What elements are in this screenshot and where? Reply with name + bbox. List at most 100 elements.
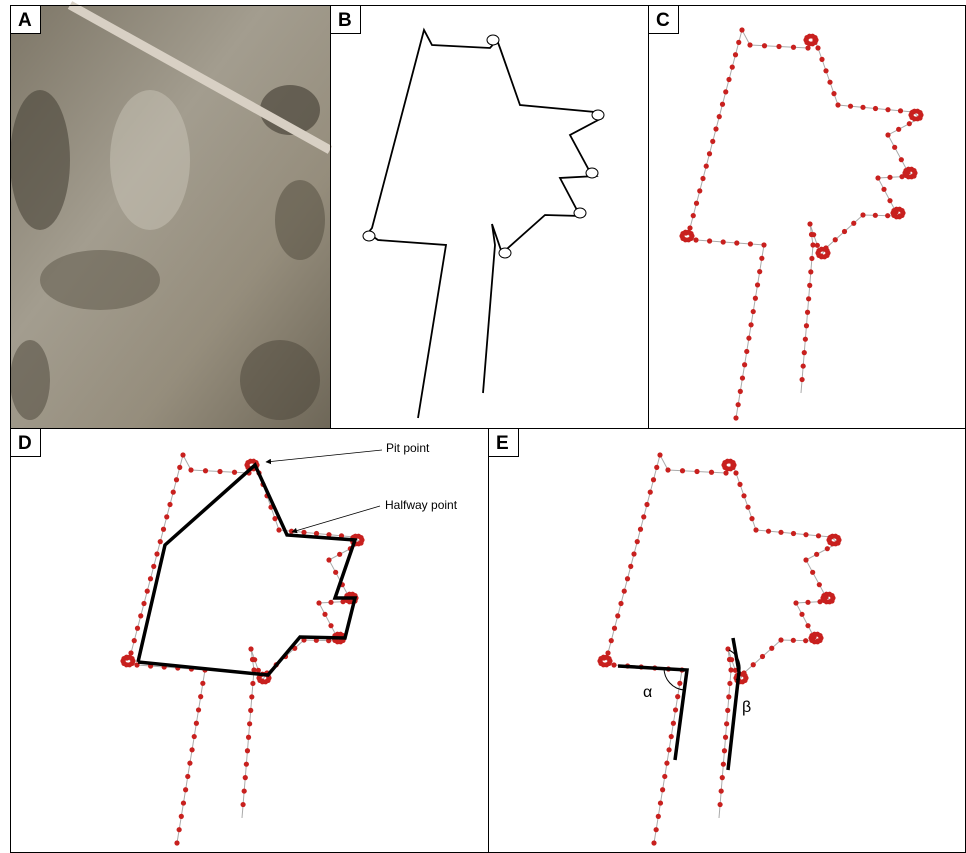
trace-point — [911, 168, 916, 173]
trace-point — [164, 514, 169, 519]
trace-point — [680, 468, 685, 473]
trace-point — [677, 681, 682, 686]
trace-point — [720, 102, 725, 107]
trace-point — [177, 827, 182, 832]
trace-point — [707, 238, 712, 243]
trace-point — [719, 788, 724, 793]
trace-point — [835, 102, 840, 107]
trace-point — [710, 139, 715, 144]
trace-point — [835, 535, 840, 540]
trace-point — [753, 527, 758, 532]
trace-point — [748, 322, 753, 327]
trace-point — [720, 775, 725, 780]
trace-point — [671, 721, 676, 726]
trace-point — [799, 377, 804, 382]
trace-point — [803, 532, 808, 537]
trace-point — [337, 552, 342, 557]
trace-point — [726, 77, 731, 82]
trace-point — [819, 57, 824, 62]
trace-point — [248, 646, 253, 651]
trace-point — [748, 241, 753, 246]
trace-point — [803, 337, 808, 342]
trace-point — [807, 283, 812, 288]
trace-point — [721, 239, 726, 244]
trace-point — [243, 775, 248, 780]
trace-point — [289, 529, 294, 534]
trace-point — [196, 707, 201, 712]
trace-point — [727, 657, 732, 662]
trace-point — [656, 814, 661, 819]
trace-point — [704, 164, 709, 169]
trace-point — [248, 708, 253, 713]
trace-point — [749, 516, 754, 521]
trace-point — [694, 201, 699, 206]
trace-point — [138, 613, 143, 618]
trace-point — [181, 800, 186, 805]
trace-point — [154, 551, 159, 556]
trace-point — [725, 708, 730, 713]
trace-point — [194, 721, 199, 726]
trace-point — [744, 349, 749, 354]
trace-point — [135, 626, 140, 631]
pit-circle — [499, 248, 511, 258]
trace-point — [723, 89, 728, 94]
trace-point — [730, 460, 735, 465]
trace-point — [892, 145, 897, 150]
trace-point — [240, 802, 245, 807]
trace-point — [899, 208, 904, 213]
trace-point — [635, 539, 640, 544]
trace-point — [829, 593, 834, 598]
trace-point — [817, 582, 822, 587]
trace-point — [793, 600, 798, 605]
trace-point — [799, 612, 804, 617]
trace-point — [778, 637, 783, 642]
trace-point — [247, 721, 252, 726]
trace-point — [885, 132, 890, 137]
trace-point — [693, 237, 698, 242]
trace-point — [761, 242, 766, 247]
trace-point — [174, 477, 179, 482]
trace-point — [805, 623, 810, 628]
trace-point — [217, 469, 222, 474]
trace-point — [760, 654, 765, 659]
trace-point — [860, 212, 865, 217]
trace-point — [244, 762, 249, 767]
trace-line — [604, 455, 838, 843]
trace-point — [250, 681, 255, 686]
trace-point — [141, 601, 146, 606]
trace-point — [358, 535, 363, 540]
trace-point — [171, 490, 176, 495]
trace-point — [907, 121, 912, 126]
annotation: Halfway point — [385, 498, 458, 512]
pit-circle — [363, 231, 375, 241]
trace-point — [801, 363, 806, 368]
trace-point — [875, 175, 880, 180]
trace-point — [183, 787, 188, 792]
trace-point — [622, 589, 627, 594]
trace-point — [803, 638, 808, 643]
trace-point — [881, 187, 886, 192]
trace-point — [809, 232, 814, 237]
trace-point — [814, 552, 819, 557]
trace-point — [751, 309, 756, 314]
trace-point — [328, 600, 333, 605]
trace-point — [745, 505, 750, 510]
trace-point — [232, 470, 237, 475]
trace-point — [723, 735, 728, 740]
trace-point — [817, 633, 822, 638]
trace-point — [688, 231, 693, 236]
trace-point — [791, 531, 796, 536]
trace-point — [810, 570, 815, 575]
trace-point — [815, 45, 820, 50]
trace-point — [737, 482, 742, 487]
pit-circle — [592, 110, 604, 120]
trace-point — [200, 681, 205, 686]
trace-point — [161, 527, 166, 532]
trace-point — [736, 402, 741, 407]
trace-point — [734, 240, 739, 245]
trace-point — [885, 107, 890, 112]
trace-point — [791, 638, 796, 643]
pit-circle — [586, 168, 598, 178]
trace-point — [766, 529, 771, 534]
trace-point — [246, 735, 251, 740]
